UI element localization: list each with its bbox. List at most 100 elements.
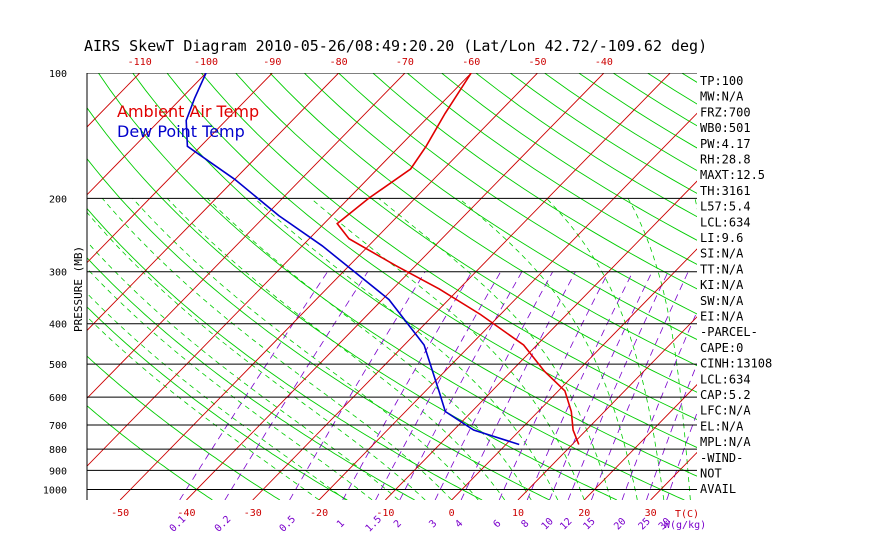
stability-index-line: -WIND- xyxy=(700,451,743,465)
stability-index-line: -PARCEL- xyxy=(700,325,758,339)
top-temp-tick-label: -60 xyxy=(462,57,480,68)
isotherm xyxy=(87,73,273,264)
y-axis-label: PRESSURE (MB) xyxy=(72,246,85,332)
moist-adiabat xyxy=(627,198,691,500)
pressure-ticks: 100 200 300 400 500 600 700 800 900 1000 xyxy=(43,69,67,496)
isotherm xyxy=(186,73,605,500)
top-temp-ticks: -110 -100 -90 -80 -70 -60 -50 -40 xyxy=(128,57,613,68)
stability-index-line: LFC:N/A xyxy=(700,404,751,418)
mixing-ratio-line xyxy=(224,271,369,500)
pressure-tick-label: 400 xyxy=(49,320,67,331)
legend: Ambient Air Temp Dew Point Temp xyxy=(117,102,259,141)
moist-adiabat xyxy=(87,241,399,500)
pressure-tick-label: 600 xyxy=(49,393,67,404)
stability-index-line: CAP:5.2 xyxy=(700,388,751,402)
moist-adiabat xyxy=(87,316,320,500)
mixing-ratio-line xyxy=(526,271,634,500)
top-temp-tick-label: -40 xyxy=(595,57,613,68)
isotherm xyxy=(451,248,697,500)
bottom-temp-tick-label: 0 xyxy=(449,508,455,519)
isotherm xyxy=(318,112,697,500)
mixing-ratio-line xyxy=(646,363,697,500)
mixing-ratio-line xyxy=(399,271,523,500)
moist-adiabat xyxy=(310,198,585,500)
stability-index-line: AVAIL xyxy=(700,482,736,496)
series-line xyxy=(185,73,520,446)
moist-adiabat xyxy=(207,198,532,500)
bottom-temp-tick-label: -50 xyxy=(111,508,129,519)
pressure-tick-label: 500 xyxy=(49,360,67,371)
stability-index-line: WB0:501 xyxy=(700,121,751,135)
bottom-temp-tick-label: -10 xyxy=(376,508,394,519)
mixing-ratio-label: 2 xyxy=(392,518,404,530)
mixing-ratio-line xyxy=(549,271,653,500)
dry-adiabat xyxy=(647,73,697,105)
stability-index-line: SI:N/A xyxy=(700,247,744,261)
stability-index-line: CINH:13108 xyxy=(700,357,772,371)
dry-adiabat xyxy=(200,73,697,421)
stability-index-line: RH:28.8 xyxy=(700,153,751,167)
stability-index-line: MAXT:12.5 xyxy=(700,168,765,182)
mixing-ratio-line xyxy=(342,271,473,500)
dry-adiabat xyxy=(372,73,697,290)
moist-adiabat xyxy=(378,198,612,500)
moist-adiabat xyxy=(166,198,506,500)
bottom-temp-ticks: -50 -40 -30 -20 -10 0 10 20 30 xyxy=(111,508,656,519)
bottom-temp-tick-label: 20 xyxy=(578,508,590,519)
stability-index-line: TP:100 xyxy=(700,74,743,88)
isotherm xyxy=(87,73,207,196)
stability-index-line: LCL:634 xyxy=(700,215,751,229)
stability-index-line: MPL:N/A xyxy=(700,435,751,449)
x-axis-label-tc: T(C) xyxy=(675,509,699,520)
pressure-tick-label: 100 xyxy=(49,69,67,80)
mixing-ratio-line xyxy=(666,411,697,500)
top-temp-tick-label: -90 xyxy=(263,57,281,68)
dry-adiabat xyxy=(87,158,550,500)
moist-adiabat xyxy=(546,198,665,500)
mixing-ratio-line xyxy=(460,271,576,500)
stability-index-line: TH:3161 xyxy=(700,184,751,198)
isotherm xyxy=(87,73,472,467)
top-temp-tick-label: -50 xyxy=(529,57,547,68)
mixing-ratio-line xyxy=(567,271,669,500)
stability-index-line: EI:N/A xyxy=(700,310,744,324)
isotherm xyxy=(583,384,697,500)
bottom-temp-tick-label: -30 xyxy=(244,508,262,519)
mixing-ratio-label: 6 xyxy=(491,518,503,530)
stability-index-line: TT:N/A xyxy=(700,262,744,276)
dry-adiabat xyxy=(269,73,697,367)
isotherm xyxy=(87,73,406,399)
moist-adiabat xyxy=(87,211,426,500)
top-temp-tick-label: -110 xyxy=(128,57,152,68)
isotherm xyxy=(0,73,7,500)
dry-adiabat xyxy=(441,73,697,241)
mixing-ratio-label: 10 xyxy=(540,516,556,532)
isotherm xyxy=(87,73,339,332)
moist-adiabat xyxy=(87,292,346,500)
mixing-ratio-label: 0.5 xyxy=(278,514,299,535)
mixing-ratio-label: 12 xyxy=(558,516,574,532)
plot-inner xyxy=(0,73,697,500)
mixing-ratio-line xyxy=(621,310,697,500)
isotherm xyxy=(252,73,671,500)
bottom-temp-tick-label: -20 xyxy=(310,508,328,519)
stability-index-line: EL:N/A xyxy=(700,419,744,433)
stability-index-line: PW:4.17 xyxy=(700,137,751,151)
moist-adiabat xyxy=(87,267,373,500)
stability-index-line: LCL:634 xyxy=(700,372,751,386)
mixing-ratio-label: 8 xyxy=(519,518,531,530)
top-temp-tick-label: -100 xyxy=(194,57,218,68)
x-axis-label-wgkg: W(g/kg) xyxy=(664,520,706,531)
series-line xyxy=(336,73,580,445)
mixing-ratio-label: 1 xyxy=(335,518,347,530)
isotherm xyxy=(385,180,697,500)
mixing-ratio-line xyxy=(179,271,328,500)
mixing-ratio-label: 20 xyxy=(612,516,628,532)
dry-adiabat xyxy=(235,73,697,393)
pressure-tick-label: 1000 xyxy=(43,485,67,496)
stability-index-line: L57:5.4 xyxy=(700,200,751,214)
moist-adiabat xyxy=(254,198,559,500)
mixing-ratio-label: 4 xyxy=(453,518,465,530)
dry-adiabat xyxy=(406,73,697,265)
